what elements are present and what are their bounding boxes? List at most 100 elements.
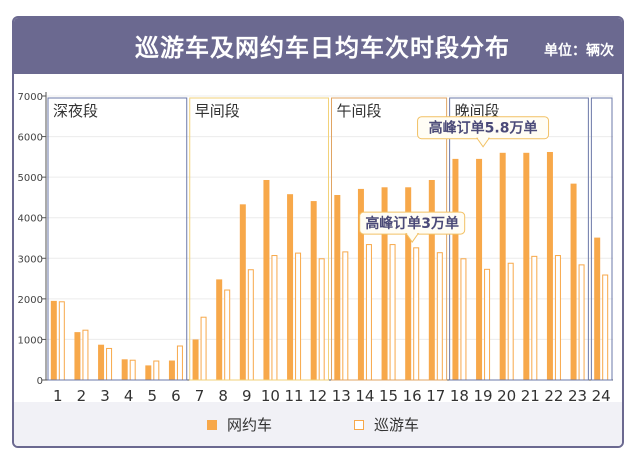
y-tick-label: 1000: [18, 335, 43, 346]
bar-taxi: [342, 251, 349, 381]
bar-ride-hailing: [546, 151, 553, 380]
bar-ride-hailing: [476, 158, 483, 380]
bar-taxi: [247, 269, 254, 381]
bar-taxi: [58, 301, 65, 381]
legend-item-ride-hailing: 网约车: [207, 414, 272, 435]
x-tick-label: 19: [474, 387, 493, 405]
bar-taxi: [413, 247, 420, 381]
period-box: [449, 97, 589, 381]
bar-taxi: [224, 289, 231, 381]
bar-taxi: [295, 252, 302, 381]
y-tick-label: 6000: [18, 133, 43, 144]
x-tick-label: 18: [450, 387, 469, 405]
bar-ride-hailing: [145, 365, 152, 380]
bar-ride-hailing: [239, 204, 246, 380]
bar-ride-hailing: [428, 179, 435, 380]
bar-taxi: [176, 345, 183, 381]
x-tick-label: 8: [218, 387, 228, 405]
chart-title: 巡游车及网约车日均车次时段分布: [135, 34, 510, 62]
legend-swatch-outline: [354, 419, 364, 430]
x-tick-label: 21: [521, 387, 540, 405]
bar-taxi: [507, 262, 514, 381]
bar-taxi: [318, 258, 325, 381]
callout-joint: [478, 137, 489, 140]
x-tick-label: 5: [148, 387, 158, 405]
x-tick-label: 12: [308, 387, 327, 405]
y-tick-label: 4000: [18, 214, 43, 225]
bar-ride-hailing: [523, 152, 530, 380]
bar-taxi: [389, 244, 396, 381]
legend-item-taxi: 巡游车: [354, 414, 419, 435]
x-tick-label: 6: [171, 387, 181, 405]
bar-taxi: [365, 244, 372, 381]
bar-ride-hailing: [121, 359, 128, 380]
period-label: 午间段: [337, 102, 382, 120]
bar-taxi: [602, 274, 609, 381]
bar-taxi: [82, 329, 89, 381]
bar-ride-hailing: [287, 194, 294, 380]
y-tick-label: 3000: [18, 254, 43, 265]
bar-taxi: [106, 347, 113, 381]
legend: 网约车 巡游车: [14, 402, 622, 446]
bar-taxi: [484, 268, 491, 381]
period-box: [331, 97, 448, 381]
y-tick-label: 7000: [18, 92, 43, 103]
bar-taxi: [153, 360, 160, 381]
bar-ride-hailing: [357, 188, 364, 380]
bar-ride-hailing: [168, 360, 175, 380]
legend-label: 巡游车: [374, 416, 420, 434]
bar-taxi: [554, 255, 561, 381]
x-tick-label: 17: [426, 387, 445, 405]
callout-pointer: [476, 137, 491, 148]
bar-ride-hailing: [263, 179, 270, 380]
x-tick-label: 7: [195, 387, 205, 405]
bar-ride-hailing: [334, 194, 341, 380]
bar-ride-hailing: [405, 187, 412, 380]
x-tick-label: 16: [403, 387, 422, 405]
x-tick-label: 14: [355, 387, 374, 405]
bar-taxi: [200, 316, 207, 381]
period-label: 早间段: [195, 102, 240, 120]
bar-ride-hailing: [594, 237, 601, 380]
bar-ride-hailing: [192, 339, 199, 380]
bar-taxi: [271, 255, 278, 381]
x-tick-label: 22: [544, 387, 563, 405]
period-box: [590, 97, 613, 381]
period-box: [47, 97, 188, 381]
bar-ride-hailing: [381, 187, 388, 380]
x-tick-label: 11: [285, 387, 304, 405]
x-tick-label: 3: [100, 387, 110, 405]
x-tick-label: 23: [568, 387, 587, 405]
y-tick-label: 2000: [18, 295, 43, 306]
chart-header: 巡游车及网约车日均车次时段分布 单位：辆次: [14, 18, 622, 74]
callout-text: 高峰订单3万单: [365, 215, 459, 232]
callout-joint: [407, 232, 418, 235]
x-tick-label: 10: [261, 387, 280, 405]
bar-ride-hailing: [74, 332, 81, 380]
bar-ride-hailing: [310, 201, 317, 380]
bar-ride-hailing: [452, 158, 459, 380]
x-tick-label: 24: [592, 387, 611, 405]
bar-taxi: [531, 255, 538, 381]
bar-taxi: [436, 252, 443, 381]
x-tick-label: 15: [379, 387, 398, 405]
bar-ride-hailing: [499, 152, 506, 380]
bar-ride-hailing: [50, 300, 57, 380]
x-tick-label: 4: [124, 387, 134, 405]
x-tick-label: 1: [53, 387, 63, 405]
bar-ride-hailing: [216, 279, 223, 380]
x-tick-label: 13: [332, 387, 351, 405]
legend-swatch-filled: [207, 419, 217, 430]
period-label: 深夜段: [53, 102, 98, 120]
x-tick-label: 2: [77, 387, 87, 405]
bar-ride-hailing: [98, 344, 105, 380]
period-label: 晚间段: [455, 102, 500, 120]
x-tick-label: 20: [497, 387, 516, 405]
bar-ride-hailing: [570, 183, 577, 380]
y-tick-label: 5000: [18, 173, 43, 184]
callout-text: 高峰订单5.8万单: [429, 120, 538, 137]
bar-taxi: [129, 359, 136, 381]
x-tick-label: 9: [242, 387, 252, 405]
period-box: [189, 97, 329, 381]
